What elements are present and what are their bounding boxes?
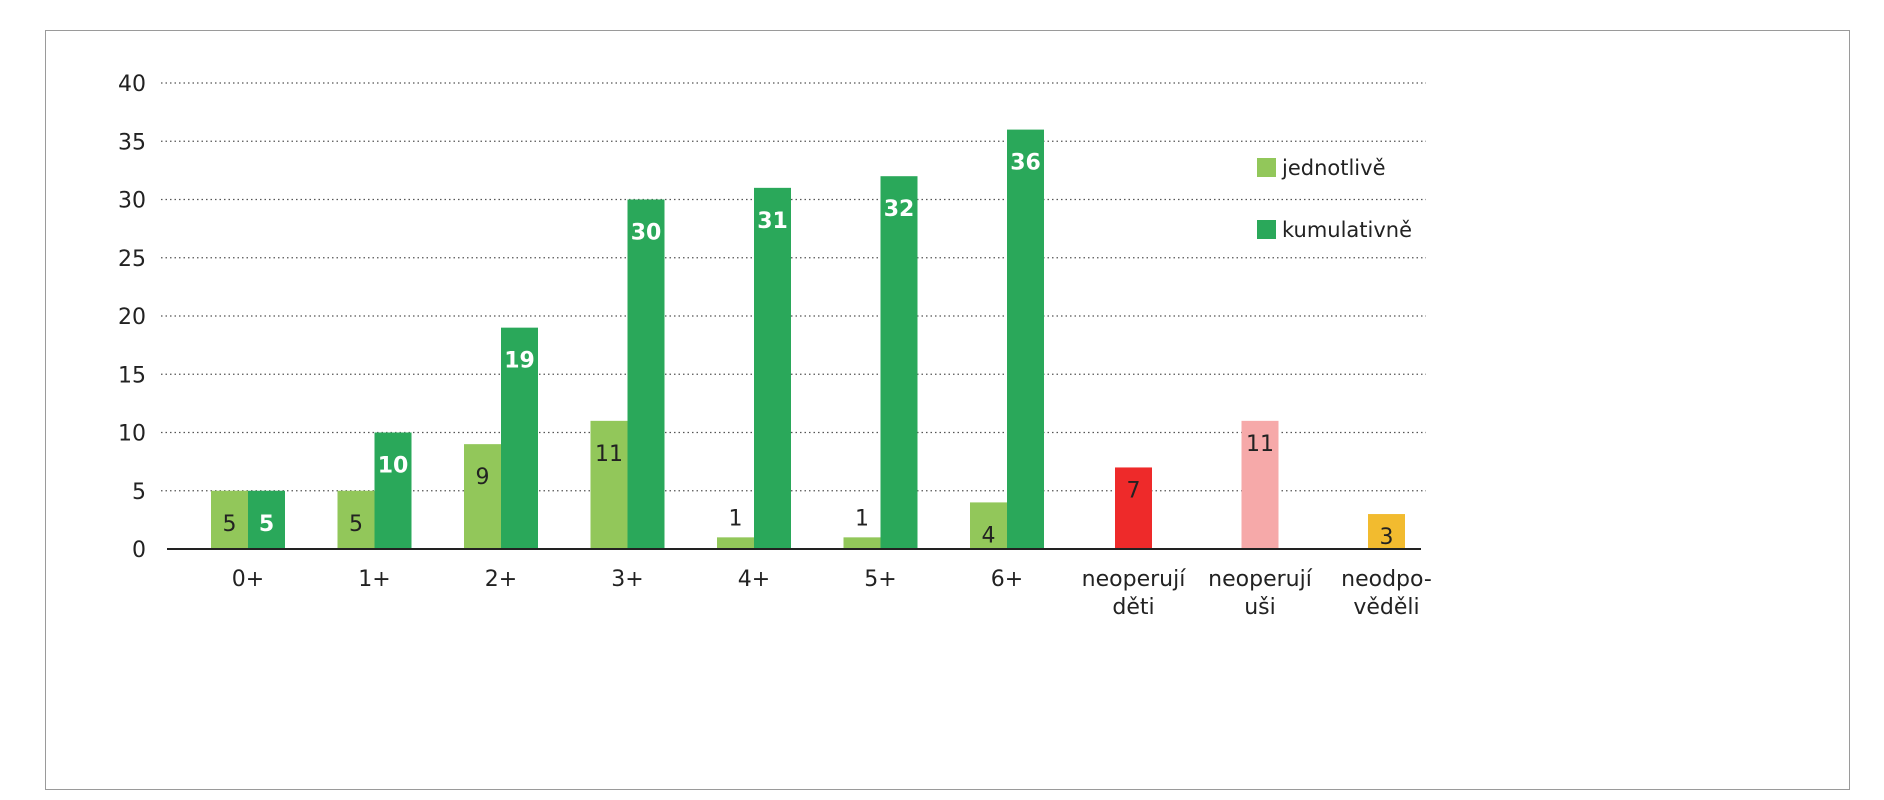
y-axis-ticks: 0 5 10 15 20 25 30 35 40 (118, 72, 146, 563)
legend-swatch (1257, 220, 1276, 239)
legend: jednotlivě kumulativně (1257, 156, 1412, 242)
legend-label: kumulativně (1282, 218, 1412, 242)
x-category-label: neoperují děti (1082, 567, 1187, 620)
bar-kumulativne (1007, 129, 1044, 549)
x-category-label: neodpo-věděli (1341, 567, 1432, 620)
x-category-label: 4+ (738, 567, 770, 592)
data-label: 5 (259, 512, 274, 537)
x-category-label: 5+ (864, 567, 896, 592)
bar-single (1115, 467, 1152, 549)
bar-jednotlive (843, 537, 881, 549)
grid-lines (161, 82, 1426, 492)
bar-kumulativne (627, 199, 665, 549)
data-label: 10 (378, 454, 409, 479)
bar-jednotlive (717, 537, 754, 549)
x-category-label: 0+ (232, 567, 264, 592)
chart-frame: 0 5 10 15 20 25 30 35 40 5 5 5 10 9 19 11 30 1 31 1 32 4 36 7 1… (45, 30, 1850, 790)
data-label: 9 (476, 465, 490, 490)
bar-jednotlive (211, 490, 248, 549)
bar-jednotlive (970, 502, 1007, 549)
bar-single (1368, 514, 1405, 549)
bar-kumulativne (501, 327, 538, 549)
x-category-label: 6+ (991, 567, 1023, 592)
data-label: 5 (349, 512, 363, 537)
y-tick-label: 40 (118, 72, 146, 97)
legend-label: jednotlivě (1281, 156, 1386, 180)
y-tick-label: 30 (118, 189, 146, 214)
y-tick-label: 10 (118, 422, 146, 447)
data-label: 32 (884, 197, 915, 222)
x-category-label: 2+ (485, 567, 517, 592)
data-label: 1 (855, 506, 869, 531)
legend-swatch (1257, 158, 1276, 177)
bar-kumulativne (880, 176, 918, 549)
x-axis-categories: 0+ 1+ 2+ 3+ 4+ 5+ 6+ neoperují děti neoperují uši n… (232, 567, 1432, 620)
data-label: 30 (631, 221, 662, 246)
x-category-label: 1+ (358, 567, 390, 592)
y-tick-label: 15 (118, 363, 146, 388)
data-label: 19 (504, 349, 535, 374)
bar-jednotlive (464, 444, 501, 549)
x-category-label: 3+ (611, 567, 643, 592)
data-label: 36 (1010, 151, 1041, 176)
y-tick-label: 5 (132, 480, 146, 505)
bar-kumulativne (754, 187, 791, 549)
data-label: 11 (1246, 432, 1274, 457)
data-label: 7 (1127, 478, 1141, 503)
data-label: 3 (1380, 525, 1394, 550)
data-label: 1 (729, 506, 743, 531)
y-tick-label: 35 (118, 130, 146, 155)
bar-single (1241, 420, 1279, 549)
bar-jednotlive (590, 420, 628, 549)
data-label: 31 (757, 209, 788, 234)
y-tick-label: 20 (118, 305, 146, 330)
data-label: 11 (595, 442, 623, 467)
data-label: 4 (982, 523, 996, 548)
bar-jednotlive (337, 490, 375, 549)
y-tick-label: 0 (132, 538, 146, 563)
y-tick-label: 25 (118, 247, 146, 272)
data-label: 5 (223, 512, 237, 537)
bar-kumulativne (248, 490, 285, 549)
bar-kumulativne (374, 432, 412, 549)
x-category-label: neoperují uši (1208, 567, 1313, 620)
bars (211, 129, 1405, 549)
